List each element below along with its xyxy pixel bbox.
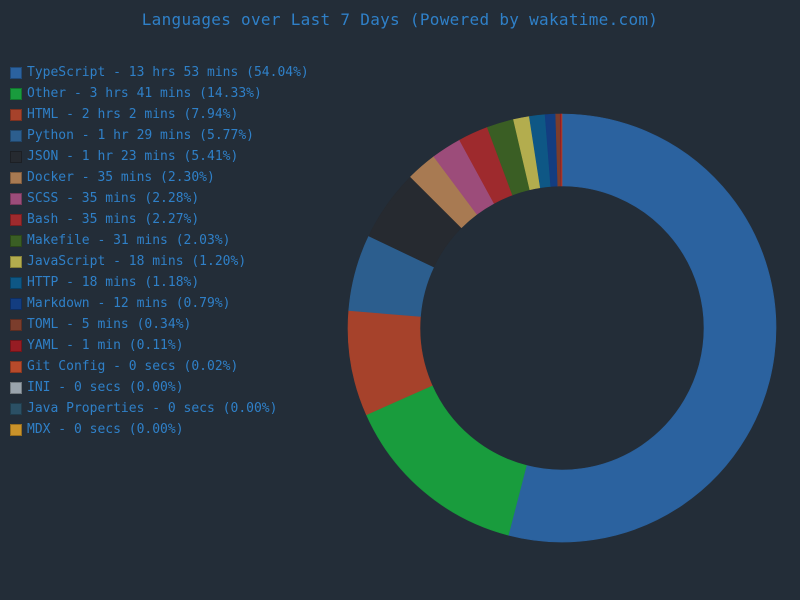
legend-item-html[interactable]: HTML - 2 hrs 2 mins (7.94%) xyxy=(10,104,350,125)
legend-label: Java Properties - 0 secs (0.00%) xyxy=(27,401,278,416)
chart-title: Languages over Last 7 Days (Powered by w… xyxy=(141,10,659,29)
legend-swatch xyxy=(10,318,22,331)
legend-item-toml[interactable]: TOML - 5 mins (0.34%) xyxy=(10,314,350,335)
legend-item-json[interactable]: JSON - 1 hr 23 mins (5.41%) xyxy=(10,146,350,167)
legend-swatch xyxy=(10,213,22,226)
legend-label: JSON - 1 hr 23 mins (5.41%) xyxy=(27,149,239,164)
legend-swatch xyxy=(10,171,22,184)
legend-item-git-config[interactable]: Git Config - 0 secs (0.02%) xyxy=(10,356,350,377)
legend-swatch xyxy=(10,150,22,163)
legend-item-makefile[interactable]: Makefile - 31 mins (2.03%) xyxy=(10,230,350,251)
legend-label: TypeScript - 13 hrs 53 mins (54.04%) xyxy=(27,65,309,80)
legend-item-javascript[interactable]: JavaScript - 18 mins (1.20%) xyxy=(10,251,350,272)
legend-swatch xyxy=(10,402,22,415)
legend-label: SCSS - 35 mins (2.28%) xyxy=(27,191,200,206)
legend-item-scss[interactable]: SCSS - 35 mins (2.28%) xyxy=(10,188,350,209)
legend-swatch xyxy=(10,360,22,373)
legend-label: HTML - 2 hrs 2 mins (7.94%) xyxy=(27,107,239,122)
legend-swatch xyxy=(10,192,22,205)
legend-label: YAML - 1 min (0.11%) xyxy=(27,338,184,353)
legend-swatch xyxy=(10,66,22,79)
legend-item-bash[interactable]: Bash - 35 mins (2.27%) xyxy=(10,209,350,230)
legend-label: Makefile - 31 mins (2.03%) xyxy=(27,233,231,248)
legend-item-python[interactable]: Python - 1 hr 29 mins (5.77%) xyxy=(10,125,350,146)
legend-swatch xyxy=(10,297,22,310)
legend-swatch xyxy=(10,108,22,121)
legend-label: Docker - 35 mins (2.30%) xyxy=(27,170,215,185)
legend-label: MDX - 0 secs (0.00%) xyxy=(27,422,184,437)
legend-label: Bash - 35 mins (2.27%) xyxy=(27,212,200,227)
legend-swatch xyxy=(10,255,22,268)
legend-item-typescript[interactable]: TypeScript - 13 hrs 53 mins (54.04%) xyxy=(10,62,350,83)
legend-swatch xyxy=(10,423,22,436)
legend-swatch xyxy=(10,381,22,394)
chart-legend: TypeScript - 13 hrs 53 mins (54.04%) Othe… xyxy=(10,62,350,440)
legend-label: Git Config - 0 secs (0.02%) xyxy=(27,359,239,374)
legend-label: Markdown - 12 mins (0.79%) xyxy=(27,296,231,311)
legend-item-docker[interactable]: Docker - 35 mins (2.30%) xyxy=(10,167,350,188)
legend-item-ini[interactable]: INI - 0 secs (0.00%) xyxy=(10,377,350,398)
legend-label: JavaScript - 18 mins (1.20%) xyxy=(27,254,247,269)
legend-swatch xyxy=(10,129,22,142)
legend-label: TOML - 5 mins (0.34%) xyxy=(27,317,192,332)
legend-item-markdown[interactable]: Markdown - 12 mins (0.79%) xyxy=(10,293,350,314)
legend-item-mdx[interactable]: MDX - 0 secs (0.00%) xyxy=(10,419,350,440)
legend-item-http[interactable]: HTTP - 18 mins (1.18%) xyxy=(10,272,350,293)
legend-label: Python - 1 hr 29 mins (5.77%) xyxy=(27,128,254,143)
legend-label: HTTP - 18 mins (1.18%) xyxy=(27,275,200,290)
legend-swatch xyxy=(10,276,22,289)
legend-item-java-properties[interactable]: Java Properties - 0 secs (0.00%) xyxy=(10,398,350,419)
legend-label: Other - 3 hrs 41 mins (14.33%) xyxy=(27,86,262,101)
legend-swatch xyxy=(10,234,22,247)
legend-item-other[interactable]: Other - 3 hrs 41 mins (14.33%) xyxy=(10,83,350,104)
legend-swatch xyxy=(10,339,22,352)
slice-typescript[interactable] xyxy=(507,113,777,543)
legend-swatch xyxy=(10,87,22,100)
legend-item-yaml[interactable]: YAML - 1 min (0.11%) xyxy=(10,335,350,356)
slice-other[interactable] xyxy=(365,385,527,536)
legend-label: INI - 0 secs (0.00%) xyxy=(27,380,184,395)
